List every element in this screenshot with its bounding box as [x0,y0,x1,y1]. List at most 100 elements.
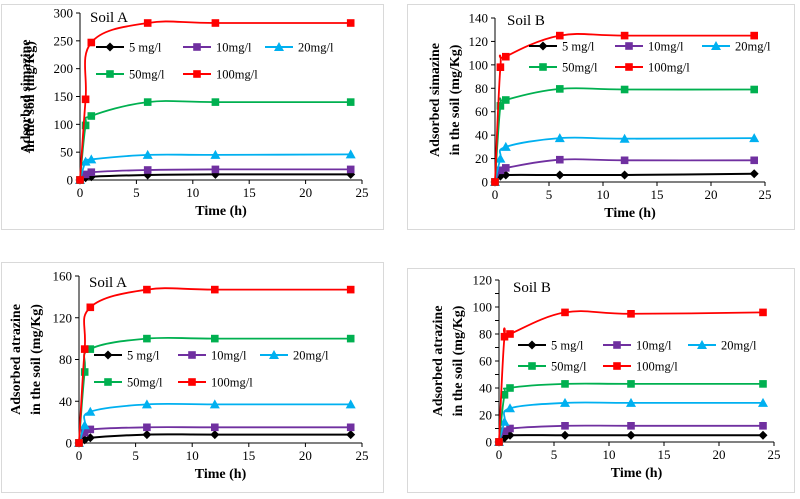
x-tick-label: 10 [597,187,610,202]
legend-marker [269,350,279,359]
data-point [561,308,569,317]
x-axis-title: Time (h) [195,204,247,219]
y-axis-title: Adsorbed atrazine [431,306,446,417]
data-point [759,308,767,317]
chart-frame [1,262,384,493]
x-tick-label: 25 [356,448,369,463]
data-point [500,427,509,435]
data-point [86,303,95,312]
legend-marker [527,340,537,350]
data-point [561,380,569,388]
y-tick-label: 0 [482,175,489,190]
x-tick-label: 5 [551,447,558,462]
data-point [80,345,89,353]
data-point [499,416,510,426]
chart-title: Soil A [89,275,127,291]
legend-marker [625,63,633,71]
data-point [758,397,768,407]
data-point [143,285,151,294]
data-point [620,31,629,40]
data-point [750,156,758,165]
x-tick-label: 5 [133,185,140,200]
data-point [86,154,97,164]
data-point [346,334,355,343]
y-tick-label: 250 [54,33,74,48]
x-axis-title: Time (h) [604,206,656,221]
legend-label: 20mg/l [735,40,771,54]
y-tick-label: 120 [469,34,489,49]
legend-label: 10mg/l [648,40,684,54]
data-point [346,285,355,294]
data-point [85,406,96,416]
x-tick-label: 20 [713,447,726,462]
y-axis-title: Adsorbed simazine [428,43,443,157]
data-point [491,178,499,186]
x-axis-title: Time (h) [195,467,247,482]
legend-marker [106,70,114,78]
data-point [620,156,629,165]
data-point [142,149,153,159]
legend-marker [274,42,284,51]
data-point [627,380,635,388]
series-line-100mgl [79,20,351,181]
data-point [87,38,96,47]
data-point [554,133,565,143]
series-line-100mgl [498,310,764,443]
legend-label: 10mg/l [216,41,252,55]
x-tick-label: 5 [132,448,139,463]
series-line-50mgl [78,336,351,444]
data-point [749,169,759,179]
data-point [211,98,220,106]
data-point [209,399,220,409]
y-tick-label: 80 [475,81,488,96]
data-point [87,112,96,120]
chart-frame [1,4,384,230]
chart-title: Soil B [507,13,545,29]
legend-marker [188,351,196,359]
data-point [620,85,629,94]
y-tick-label: 50 [60,145,73,160]
data-point [86,345,95,353]
y-tick-label: 40 [475,128,488,143]
data-point [556,31,564,40]
data-point [556,85,564,93]
y-tick-label: 300 [54,6,74,21]
data-point [211,285,219,294]
x-axis-title: Time (h) [611,466,663,481]
data-point [75,439,83,447]
data-point [500,332,509,341]
data-point [346,430,356,440]
y-tick-label: 20 [475,151,488,166]
legend-label: 50mg/l [127,376,163,390]
data-point [750,31,758,40]
y-tick-label: 100 [473,300,493,315]
data-point [505,403,515,413]
data-point [210,430,220,440]
data-point [87,168,96,176]
x-tick-label: 15 [651,187,664,202]
x-tick-label: 0 [492,187,499,202]
data-point [496,166,505,175]
legend-label: 5 mg/l [127,349,160,363]
y-tick-label: 80 [479,327,492,342]
y-tick-label: 80 [59,352,72,367]
y-tick-label: 100 [54,117,74,132]
legend-marker [105,42,115,52]
legend-label: 100mg/l [211,376,253,390]
data-point [560,430,570,440]
x-tick-label: 0 [77,185,84,200]
data-point [759,380,767,388]
y-tick-label: 140 [469,11,489,26]
x-tick-label: 15 [243,185,256,200]
legend-marker [625,42,633,50]
legend-marker [193,70,201,78]
data-point [211,165,220,174]
data-point [345,399,356,409]
data-point [502,96,510,104]
data-point [759,422,767,430]
x-tick-label: 20 [705,187,718,202]
y-tick-label: 150 [54,89,74,104]
x-tick-label: 0 [496,447,503,462]
chart-2: 0 20 40 60 80 100 120 140 0 5 10 15 20 25 Time (h) Adso… [407,4,795,230]
data-point [80,428,89,437]
